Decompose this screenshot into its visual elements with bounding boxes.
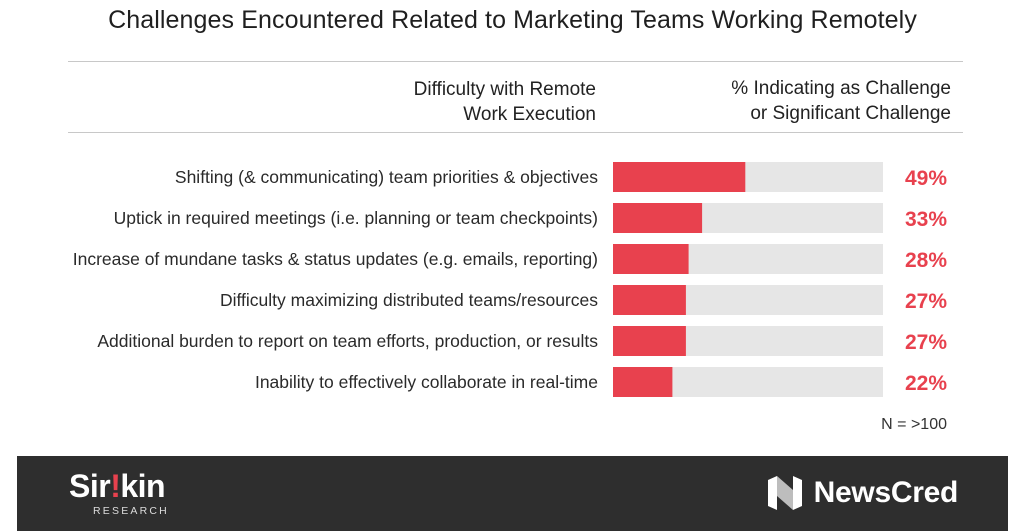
value-label: 27% xyxy=(905,331,947,354)
bar xyxy=(613,367,673,397)
left-column-header: Difficulty with Remote Work Execution xyxy=(414,77,596,127)
sirkin-subtitle: RESEARCH xyxy=(93,505,169,517)
value-label: 28% xyxy=(905,249,947,272)
newscred-wordmark: NewsCred xyxy=(813,476,959,509)
bar xyxy=(613,326,686,356)
top-divider xyxy=(68,61,963,62)
category-label: Increase of mundane tasks & status updat… xyxy=(73,249,598,269)
category-label: Additional burden to report on team effo… xyxy=(97,331,598,351)
value-label: 27% xyxy=(905,290,947,313)
category-label: Inability to effectively collaborate in … xyxy=(255,372,598,392)
bar xyxy=(613,285,686,315)
sirkin-wordmark: Sir!kin xyxy=(69,468,166,504)
right-header-line2: or Significant Challenge xyxy=(750,103,951,124)
left-header-line1: Difficulty with Remote xyxy=(413,79,596,100)
right-header-line1: % Indicating as Challenge xyxy=(731,78,951,99)
category-label: Shifting (& communicating) team prioriti… xyxy=(175,167,598,187)
bar xyxy=(613,162,746,192)
newscred-logo-icon xyxy=(767,476,802,510)
header-divider xyxy=(68,132,963,133)
bar xyxy=(613,244,689,274)
value-label: 49% xyxy=(905,167,947,190)
right-column-header: % Indicating as Challenge or Significant… xyxy=(731,76,951,126)
newscred-logo: NewsCred xyxy=(766,476,958,510)
footer-bar: Sir!kin RESEARCH NewsCred xyxy=(17,456,1008,531)
sample-size-note: N = >100 xyxy=(881,416,947,433)
chart-title: Challenges Encountered Related to Market… xyxy=(108,6,917,34)
category-label: Difficulty maximizing distributed teams/… xyxy=(220,290,598,310)
bar-chart: Shifting (& communicating) team prioriti… xyxy=(73,162,947,397)
bar xyxy=(613,203,703,233)
sirkin-research-logo: Sir!kin RESEARCH xyxy=(69,468,169,517)
category-label: Uptick in required meetings (i.e. planni… xyxy=(114,208,598,228)
value-label: 22% xyxy=(905,372,947,395)
value-label: 33% xyxy=(905,208,947,231)
left-header-line2: Work Execution xyxy=(463,104,596,125)
